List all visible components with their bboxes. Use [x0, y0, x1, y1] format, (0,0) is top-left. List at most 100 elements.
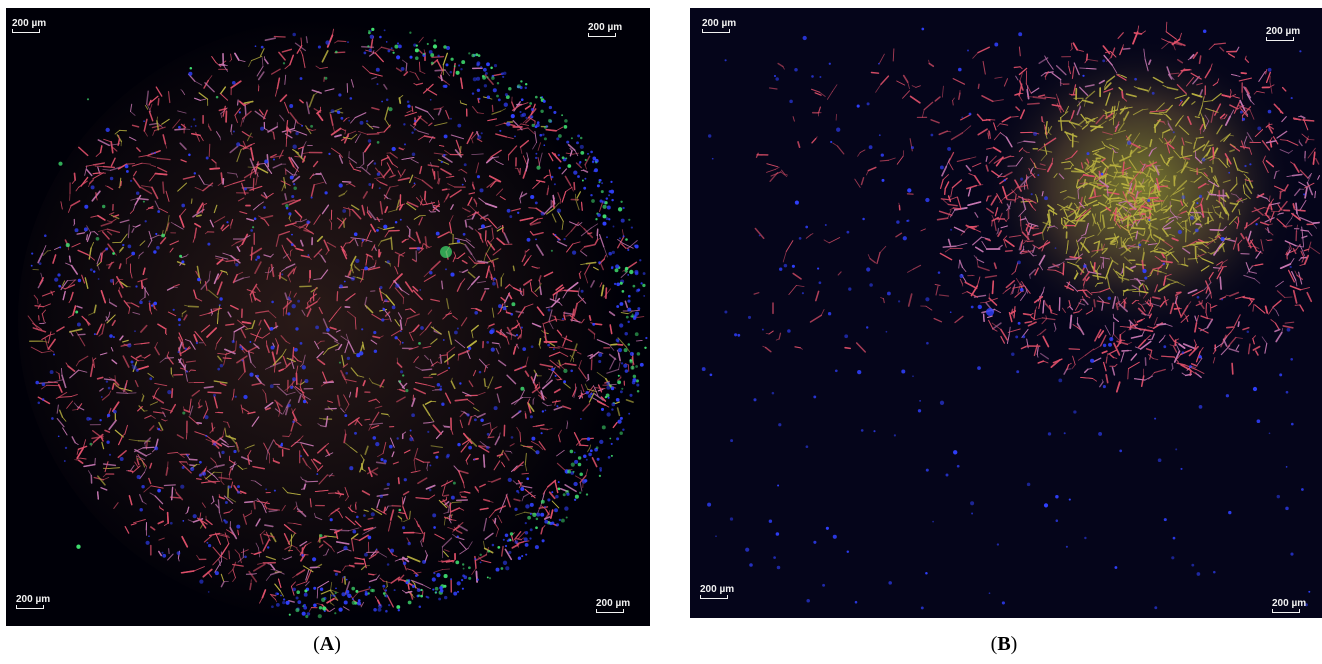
- nucleus-dot: [605, 197, 609, 200]
- nucleus-dot: [324, 191, 328, 195]
- nucleus-dot: [463, 163, 467, 167]
- cell-process: [555, 291, 559, 300]
- cell-process: [375, 461, 387, 465]
- cell-process: [604, 404, 610, 408]
- cell-process: [494, 436, 500, 446]
- nucleus-dot: [458, 64, 461, 67]
- nucleus-dot: [86, 98, 90, 101]
- cell-process: [134, 224, 141, 228]
- cell-process: [401, 168, 406, 176]
- nucleus-dot: [635, 289, 640, 293]
- nucleus-dot: [361, 239, 364, 242]
- cell-process: [444, 149, 451, 155]
- cell-process: [313, 512, 316, 518]
- cell-process: [270, 569, 278, 571]
- nucleus-dot: [569, 449, 574, 454]
- cell-process: [440, 560, 447, 563]
- cell-process: [350, 79, 354, 88]
- cell-process: [261, 57, 264, 67]
- cell-process: [402, 498, 406, 505]
- cell-process: [254, 332, 259, 342]
- cell-process: [476, 138, 483, 143]
- cell-process: [562, 335, 568, 347]
- cell-process: [180, 123, 187, 128]
- cell-process: [374, 167, 380, 173]
- nucleus-dot: [515, 333, 519, 337]
- cell-process: [322, 318, 329, 331]
- nucleus-dot: [487, 550, 490, 553]
- cell-process: [587, 447, 591, 453]
- cell-process: [217, 181, 223, 187]
- cell-process: [120, 233, 128, 243]
- nucleus-dot: [556, 405, 559, 408]
- cell-process: [92, 172, 105, 180]
- cell-process: [401, 496, 404, 508]
- nucleus-dot: [611, 265, 614, 269]
- nucleus-dot: [475, 53, 479, 57]
- nucleus-dot: [584, 177, 587, 180]
- cell-process: [261, 214, 274, 219]
- cell-process: [137, 278, 148, 283]
- nucleus-dot: [617, 374, 620, 377]
- cell-process: [95, 192, 98, 198]
- nucleus-dot: [169, 521, 173, 525]
- nucleus-dot: [563, 125, 568, 129]
- cell-process: [466, 131, 474, 145]
- cell-process: [150, 415, 156, 419]
- nucleus-dot: [392, 51, 395, 54]
- nucleus-dot: [317, 614, 322, 619]
- nucleus-dot: [581, 179, 584, 182]
- cell-process: [283, 533, 291, 545]
- nucleus-dot: [473, 458, 476, 461]
- nucleus-dot: [343, 600, 348, 605]
- nucleus-dot: [145, 540, 150, 545]
- cell-process: [363, 509, 369, 512]
- nucleus-dot: [474, 557, 477, 561]
- cell-process: [264, 58, 269, 65]
- nucleus-dot: [322, 606, 327, 611]
- cell-process: [457, 354, 460, 361]
- nucleus-dot: [632, 378, 637, 383]
- cell-process: [208, 143, 211, 157]
- cell-process: [311, 89, 322, 94]
- cell-process: [481, 216, 489, 220]
- nucleus-dot: [235, 263, 239, 267]
- cell-process: [156, 116, 158, 122]
- cell-process: [340, 369, 346, 379]
- cell-process: [306, 464, 312, 470]
- nucleus-dot: [385, 41, 388, 43]
- cell-process: [299, 239, 304, 247]
- cell-process: [61, 367, 63, 376]
- cell-process: [185, 374, 188, 382]
- nucleus-dot: [241, 359, 244, 362]
- cell-process: [558, 359, 561, 366]
- nucleus-dot: [269, 326, 274, 331]
- cell-process: [70, 264, 78, 275]
- cell-process: [288, 545, 292, 553]
- nucleus-dot: [207, 242, 211, 246]
- cell-process: [265, 450, 269, 460]
- nucleus-dot: [293, 347, 298, 352]
- cell-process: [285, 341, 291, 345]
- cell-process: [111, 383, 115, 390]
- cell-process: [558, 429, 562, 436]
- cell-process: [182, 406, 185, 411]
- nucleus-dot: [282, 598, 286, 601]
- cell-process: [561, 220, 564, 231]
- cell-process: [65, 362, 69, 367]
- cell-process: [376, 498, 381, 509]
- nucleus-dot: [375, 67, 380, 72]
- cell-process: [88, 247, 92, 260]
- nucleus-dot: [367, 592, 370, 595]
- nucleus-dot: [445, 45, 451, 51]
- cell-process: [336, 291, 339, 302]
- cell-process: [318, 544, 324, 548]
- cell-process: [457, 470, 465, 484]
- cell-process: [214, 475, 219, 481]
- cell-process: [296, 45, 303, 54]
- cell-process: [285, 399, 292, 409]
- nucleus-dot: [353, 232, 358, 237]
- cell-process: [406, 201, 419, 208]
- cell-process: [273, 35, 286, 38]
- nucleus-dot: [368, 31, 371, 35]
